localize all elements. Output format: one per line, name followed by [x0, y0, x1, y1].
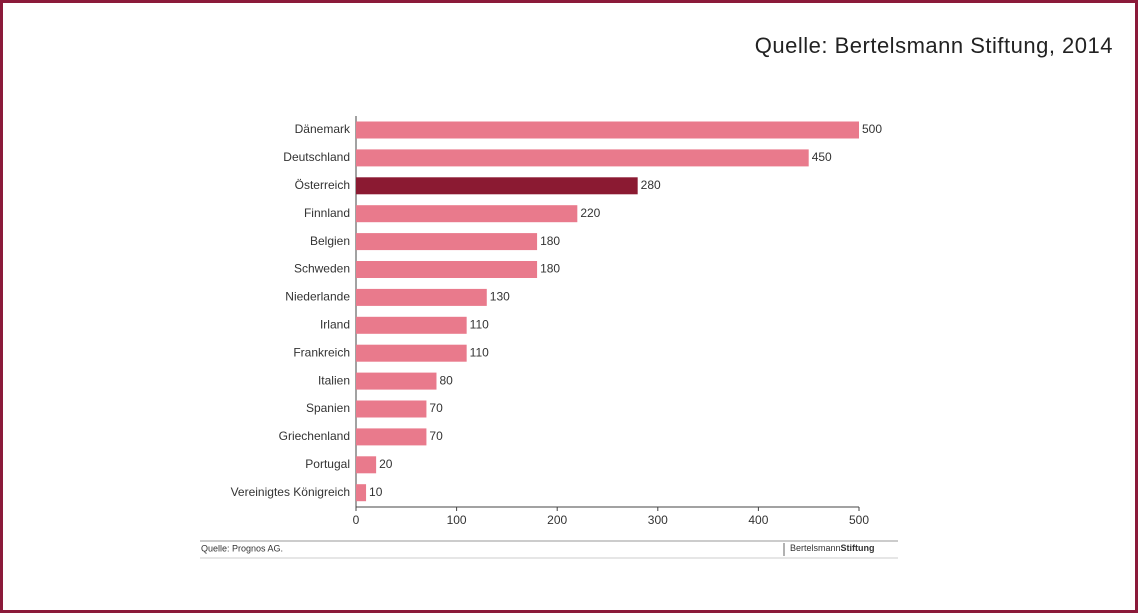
x-tick-label: 100	[447, 513, 467, 527]
value-label: 130	[490, 290, 510, 304]
value-label: 70	[429, 429, 443, 443]
x-tick-label: 500	[849, 513, 869, 527]
y-tick-label: Italien	[318, 373, 350, 387]
value-label: 110	[470, 345, 489, 359]
x-tick-label: 400	[748, 513, 768, 527]
value-label: 70	[429, 401, 443, 415]
x-tick-label: 300	[648, 513, 668, 527]
value-label: 80	[439, 373, 453, 387]
y-tick-label: Frankreich	[293, 345, 350, 359]
y-tick-label: Spanien	[306, 401, 350, 415]
bar	[356, 233, 538, 251]
value-label: 220	[580, 206, 600, 220]
y-tick-label: Schweden	[294, 262, 350, 276]
bar	[356, 400, 427, 418]
bar	[356, 428, 427, 446]
logo-part: Stiftung	[841, 543, 875, 553]
y-tick-label: Belgien	[310, 234, 350, 248]
value-label: 500	[862, 122, 882, 136]
y-tick-label: Finnland	[304, 206, 350, 220]
bar	[356, 316, 467, 334]
y-tick-label: Deutschland	[283, 150, 350, 164]
value-label: 20	[379, 457, 393, 471]
bar	[356, 288, 487, 306]
y-tick-label: Portugal	[305, 457, 350, 471]
y-tick-label: Griechenland	[279, 429, 350, 443]
value-label: 180	[540, 262, 560, 276]
logo: BertelsmannStiftung	[790, 543, 875, 553]
bar	[356, 261, 538, 278]
bar	[356, 484, 367, 502]
y-tick-label: Irland	[320, 317, 350, 331]
source-bottom: Quelle: Prognos AG.	[201, 543, 283, 553]
bar	[356, 149, 809, 167]
value-label: 110	[470, 317, 489, 331]
y-tick-label: Österreich	[295, 178, 350, 192]
bar	[356, 121, 859, 139]
y-tick-label: Vereinigtes Königreich	[231, 485, 350, 499]
y-tick-label: Dänemark	[295, 122, 351, 136]
bar	[356, 177, 638, 195]
x-tick-label: 0	[353, 513, 360, 527]
bar	[356, 205, 578, 223]
bar	[356, 372, 437, 390]
y-tick-label: Niederlande	[285, 290, 350, 304]
logo-part: Bertelsmann	[790, 543, 841, 553]
bar	[356, 456, 377, 474]
x-tick-label: 200	[547, 513, 567, 527]
source-top: Quelle: Bertelsmann Stiftung, 2014	[755, 33, 1113, 58]
value-label: 280	[641, 178, 661, 192]
value-label: 10	[369, 485, 383, 499]
bar	[356, 344, 467, 362]
value-label: 450	[812, 150, 832, 164]
value-label: 180	[540, 234, 560, 248]
